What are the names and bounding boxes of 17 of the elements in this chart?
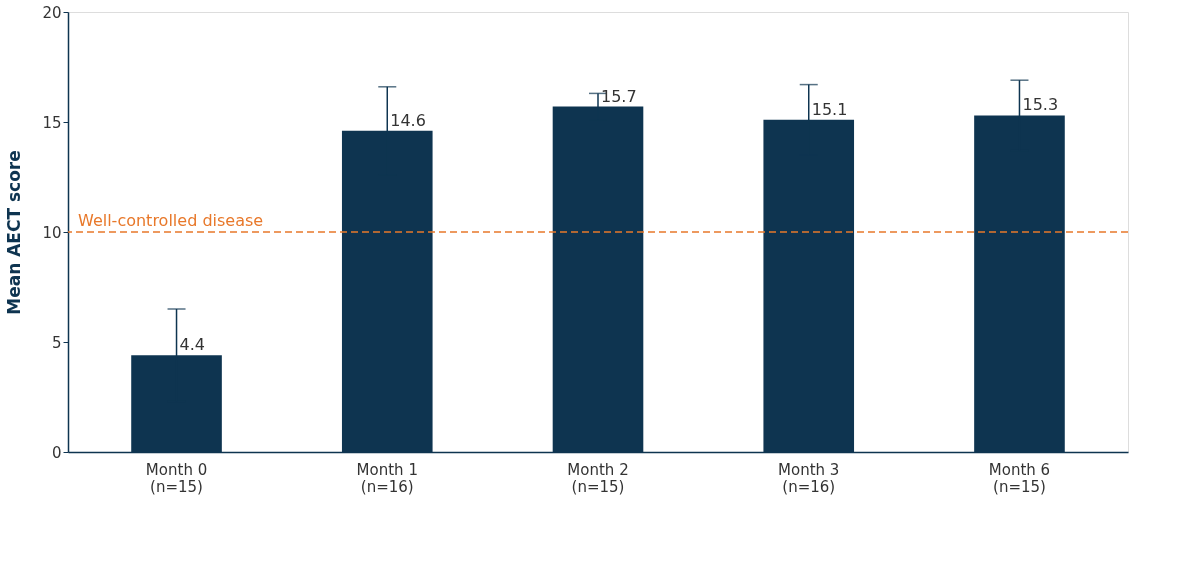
y-tick-label: 5 [51, 333, 62, 352]
y-tick-label: 10 [42, 223, 62, 242]
x-tick-label: Month 2 (n=15) [567, 460, 629, 496]
data-label: 15.1 [811, 99, 848, 119]
ref-line-label: Well-controlled disease [78, 211, 264, 230]
y-tick-label: 20 [42, 3, 62, 22]
y-tick-label: 0 [51, 443, 62, 462]
x-tick-label: Month 0 (n=15) [145, 460, 208, 496]
x-tick-label: Month 3 (n=16) [778, 460, 840, 496]
data-label: 15.7 [601, 86, 637, 106]
x-tick-label: Month 1 (n=16) [356, 460, 418, 496]
y-tick-label: 15 [42, 113, 62, 132]
data-label: 15.3 [1022, 95, 1059, 115]
x-tick-label: Month 6 (n=15) [988, 460, 1051, 496]
y-axis-title: Mean AECT score [4, 150, 25, 315]
data-label: 14.6 [390, 110, 426, 130]
data-label: 4.4 [179, 335, 205, 355]
